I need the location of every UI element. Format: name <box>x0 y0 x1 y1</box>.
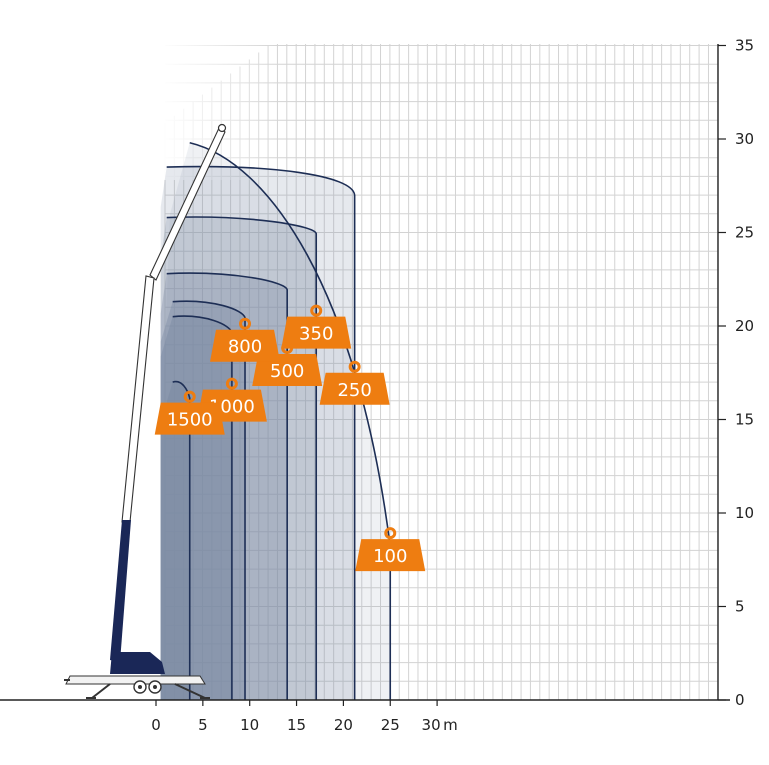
load-badge-500: 500 <box>252 342 323 387</box>
crane-illustration <box>64 123 227 699</box>
crane-base <box>110 652 165 674</box>
load-curve-500 <box>166 272 288 700</box>
x-axis-unit: m <box>443 716 458 734</box>
y-tick-label: 15 <box>735 411 754 429</box>
load-zone-100 <box>160 142 391 701</box>
load-curve-1500 <box>172 380 191 700</box>
boom-lower <box>110 520 131 662</box>
x-tick-label: 0 <box>151 716 161 734</box>
load-curve-100 <box>189 141 392 700</box>
load-zone-350 <box>160 217 317 700</box>
outriggers <box>86 683 210 699</box>
badge-body <box>319 372 390 405</box>
load-zone-1500 <box>160 381 190 700</box>
load-badge-250: 250 <box>319 360 390 405</box>
load-badge-1500: 1500 <box>154 390 225 435</box>
badge-label: 100 <box>373 546 407 567</box>
load-curve-350 <box>166 216 318 700</box>
x-tick-label: 15 <box>287 716 306 734</box>
grid-fade <box>160 40 280 180</box>
badge-ring <box>183 390 196 403</box>
badge-ring <box>239 317 252 330</box>
badge-label: 350 <box>299 324 333 345</box>
y-tick-label: 10 <box>735 504 754 522</box>
load-zone-250 <box>160 166 355 700</box>
load-curve-800 <box>172 300 246 700</box>
badge-body <box>210 329 281 362</box>
badge-body <box>252 354 323 387</box>
boom-middle <box>121 275 155 523</box>
x-tick-label: 5 <box>198 716 208 734</box>
badge-ring <box>225 377 238 390</box>
x-tick-label: 10 <box>240 716 259 734</box>
x-tick-label: 30 <box>422 716 441 734</box>
y-tick-label: 5 <box>735 598 745 616</box>
badge-body <box>281 316 352 349</box>
x-tick-label: 25 <box>381 716 400 734</box>
y-tick-label: 0 <box>735 691 745 709</box>
y-tick-label: 20 <box>735 317 754 335</box>
badge-ring <box>348 360 361 373</box>
badge-ring <box>310 304 323 317</box>
badge-label: 500 <box>270 361 304 382</box>
badge-label: 800 <box>228 337 262 358</box>
wheel-hub <box>153 685 157 689</box>
load-badge-100: 100 <box>355 527 426 572</box>
boom-tip <box>217 123 227 133</box>
load-badge-350: 350 <box>281 304 352 349</box>
load-badge-800: 800 <box>210 317 281 362</box>
y-tick-label: 25 <box>735 224 754 242</box>
badge-label: 250 <box>337 380 371 401</box>
wheel-hub <box>138 685 142 689</box>
badge-ring <box>281 342 294 355</box>
badge-body <box>355 539 426 572</box>
badge-body <box>154 402 225 435</box>
y-tick-label: 35 <box>735 37 754 55</box>
x-tick-label: 20 <box>334 716 353 734</box>
y-tick-label: 30 <box>735 130 754 148</box>
chassis <box>65 675 206 685</box>
badge-label: 1500 <box>167 410 213 431</box>
badge-ring <box>384 527 397 540</box>
